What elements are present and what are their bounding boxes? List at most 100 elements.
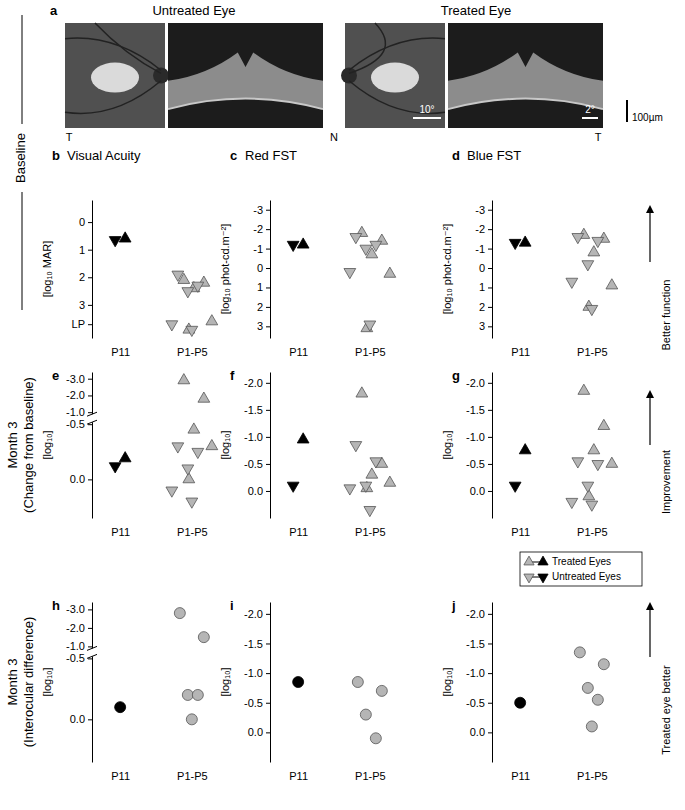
y-tick-label: 2: [257, 301, 263, 313]
row-label: Baseline: [13, 133, 28, 183]
y-tick-label: 1: [79, 244, 85, 256]
scale-bar: [626, 100, 628, 122]
oct-image: [168, 23, 323, 128]
point: [509, 482, 521, 492]
y-tick-label: 0.0: [248, 726, 263, 738]
y-tick: -1.0: [466, 667, 492, 679]
y-tick-mark: [488, 464, 492, 465]
point: [598, 419, 610, 429]
y-tick-mark: [488, 643, 492, 644]
y-axis: -2.0-1.5-1.0-0.50.0: [466, 603, 492, 763]
y-axis-line: [270, 201, 271, 339]
point: [188, 423, 200, 433]
legend-box: [520, 552, 642, 586]
y-tick: 0: [479, 262, 492, 274]
point: [519, 444, 531, 454]
oct-retina: [168, 52, 323, 109]
arrow-label: Better function: [660, 280, 672, 351]
figure-root: aUntreated EyeTreated EyeTNT10°2°100µm Ba…: [0, 0, 685, 810]
y-tick: -1.0: [244, 431, 270, 443]
y-axis: -2.0-1.5-1.0-0.50.0: [244, 373, 270, 519]
point: [384, 267, 396, 277]
y-tick-mark: [266, 410, 270, 411]
y-axis-title: [log₁₀]: [41, 430, 53, 459]
y-tick: 0: [79, 216, 92, 228]
y-tick: -2: [475, 223, 492, 235]
oct-retina: [448, 52, 603, 109]
panel-f: f-2.0-1.5-1.0-0.50.0[log₁₀]P11P1-P5: [219, 368, 396, 538]
panel-a: aUntreated EyeTreated EyeTNT10°2°100µm: [50, 3, 663, 143]
y-tick: 3: [479, 320, 492, 332]
y-axis: -3.0-2.0-1.0-0.50.0: [66, 373, 92, 519]
point: [182, 689, 193, 700]
y-tick: -1.5: [244, 404, 270, 416]
y-axis-line: [270, 603, 271, 763]
y-axis-title: [log₁₀ phot-cd.m⁻²]: [219, 224, 231, 315]
panel-title: Visual Acuity: [67, 148, 141, 163]
y-tick-label: -1.0: [466, 667, 485, 679]
y-axis-title: [log₁₀]: [441, 430, 453, 459]
point: [119, 452, 131, 462]
y-tick: -1.5: [466, 638, 492, 650]
point: [566, 278, 578, 288]
point: [172, 443, 184, 453]
y-tick-label: 0: [479, 262, 485, 274]
point: [586, 721, 597, 732]
panel-g: g-2.0-1.5-1.0-0.50.0[log₁₀]P11P1-P5: [441, 368, 618, 538]
point: [370, 241, 382, 251]
point: [360, 245, 372, 255]
point: [370, 733, 381, 744]
scale-label: 100µm: [632, 112, 663, 123]
panel-letter: j: [451, 598, 456, 613]
y-tick-label: -2.0: [66, 622, 85, 634]
y-tick-mark: [88, 222, 92, 223]
y-tick-mark: [88, 658, 92, 659]
x-tick-label: P1-P5: [355, 526, 386, 538]
point: [592, 237, 604, 247]
x-tick-label: P1-P5: [577, 346, 608, 358]
point: [360, 482, 372, 492]
scale-label: 10°: [419, 104, 434, 115]
y-tick-label: 0: [79, 216, 85, 228]
y-tick-label: -2: [253, 223, 263, 235]
y-tick-mark: [266, 210, 270, 211]
points: [109, 374, 217, 509]
point: [192, 282, 204, 292]
y-tick-label: -3.0: [66, 373, 85, 385]
y-tick-label: 0.0: [70, 713, 85, 725]
y-tick: -2: [253, 223, 270, 235]
point: [192, 448, 204, 458]
point: [172, 271, 184, 281]
y-tick-label: 0.0: [248, 485, 263, 497]
y-tick-mark: [488, 249, 492, 250]
panel-letter: b: [52, 148, 60, 163]
y-axis: -3.0-2.0-1.0-0.50.0: [66, 603, 92, 763]
panel-i: i-2.0-1.5-1.0-0.50.0[log₁₀]P11P1-P5: [219, 598, 387, 782]
point: [582, 482, 594, 492]
y-tick: 0.0: [70, 473, 92, 485]
fundus-image: [65, 23, 169, 128]
x-tick: P11: [289, 766, 308, 782]
panel-letter: f: [230, 368, 235, 383]
x-tick: P11: [511, 766, 530, 782]
point: [586, 305, 598, 315]
y-tick-label: -0.5: [244, 697, 263, 709]
arrow-head: [646, 602, 654, 610]
y-tick: -0.5: [466, 458, 492, 470]
axis-break: [87, 646, 97, 658]
x-tick-label: P11: [511, 346, 530, 358]
row-divider: [22, 192, 23, 310]
y-tick: LP: [72, 318, 92, 330]
y-tick-mark: [488, 287, 492, 288]
y-tick: 2: [479, 301, 492, 313]
point: [115, 702, 126, 713]
point: [166, 321, 178, 331]
point: [350, 234, 362, 244]
arrow-head: [646, 205, 654, 213]
y-tick-mark: [266, 229, 270, 230]
axis-break-slash: [87, 420, 97, 424]
point: [582, 261, 594, 271]
x-axis: P11P1-P5: [111, 522, 207, 538]
y-tick: 1: [257, 281, 270, 293]
y-tick-label: -0.5: [244, 458, 263, 470]
